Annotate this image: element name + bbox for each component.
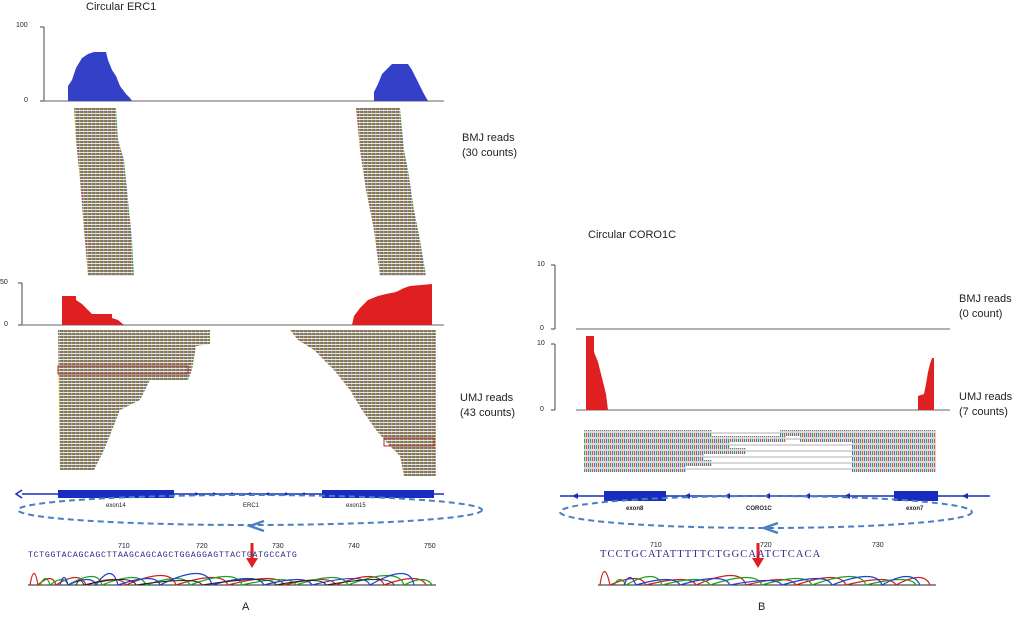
exon-right-label-b: exon7 [906,506,924,512]
panel-b-letter: B [758,601,766,613]
gene-label-a: ERC1 [243,503,260,509]
exon14-block [58,490,174,498]
umj-coverage-track-b [551,336,950,411]
gene-label-b: CORO1C [746,506,772,512]
seq-tick-b-730: 730 [872,542,884,549]
bmj-coverage-track-b [551,264,950,330]
loop-arrow-b [760,521,779,535]
bmj-label-b: BMJ reads (0 count) [959,292,1012,322]
umj-label-b-line1: UMJ reads [959,391,1013,403]
bmj-label-b-line2: (0 count) [959,308,1003,320]
panel-a-letter: A [242,601,250,613]
bmj-coverage-peak-right [374,64,428,101]
seq-tick-a-740: 740 [348,543,360,550]
umj-coverage-peak-right [352,284,432,325]
trace-green-b [613,575,917,586]
seq-tick-b-710: 710 [650,542,662,549]
seq-tick-a-750: 750 [424,543,436,550]
umj-highlight-read-right [383,437,435,447]
chromatogram-b [598,543,936,586]
seq-tick-a-710: 710 [118,543,130,550]
sequence-a: TCTGGTACAGCAGCTTAAGCAGCAGCTGGAGGAGTTACTG… [28,551,298,560]
gene-model-b [559,491,990,535]
bmj-coverage-track-a [40,26,444,102]
umj-read-stack-left [58,330,210,470]
trace-red-a [29,572,427,587]
umj-reads-a [57,330,436,476]
trace-blue-a [59,572,415,587]
umj-read-stack-right [290,330,436,476]
umj-coverage-peak-left-b [586,336,608,410]
exon15-block [322,490,434,498]
junction-arrow-b [752,558,764,568]
umj-axis-min-a: 0 [4,321,8,328]
chromatogram-a [28,543,436,587]
seq-tick-a-730: 730 [272,543,284,550]
exon-left-label-b: exon8 [626,506,644,512]
umj-coverage-peak-left [62,296,124,325]
bmj-axis-max-a: 100 [16,22,28,29]
bmj-axis-min-b: 0 [540,325,544,332]
bmj-label-a-line1: BMJ reads [462,132,515,144]
sequence-b: TCCTGCATATTTTTCTGGCAATCTCACA [600,549,822,560]
circularization-loop-a [17,494,483,526]
umj-label-a-line2: (43 counts) [460,407,516,419]
umj-label-b-line2: (7 counts) [959,406,1008,418]
gene-model-a [14,489,483,533]
exon7-block [894,491,938,501]
umj-read-block-left-b [584,430,676,472]
bmj-coverage-peak-left [68,52,132,101]
umj-axis-max-a: 50 [0,279,8,286]
seq-tick-b-720: 720 [760,542,772,549]
exon-right-label-a: exon15 [346,503,366,509]
bmj-read-stack-left [74,108,134,276]
umj-axis-max-b: 10 [537,340,545,347]
bmj-label-b-line1: BMJ reads [959,293,1012,305]
trace-blue-b [623,575,921,586]
umj-reads-b [584,430,936,472]
umj-coverage-peak-right-b [918,358,934,410]
exon8-block [604,491,666,501]
trace-green-a [39,575,433,587]
exon-left-label-a: exon14 [106,503,126,509]
circularization-loop-b [559,495,973,529]
bmj-label-a-line2: (30 counts) [462,147,518,159]
bmj-reads-a [74,108,426,276]
panel-b-title: Circular CORO1C [588,229,677,241]
junction-arrow-a [246,558,258,568]
bmj-read-stack-right [356,108,426,276]
bmj-label-a: BMJ reads (30 counts) [462,131,517,161]
seq-tick-a-720: 720 [196,543,208,550]
trace-black-a [75,579,395,586]
umj-axis-min-b: 0 [540,406,544,413]
umj-label-a: UMJ reads (43 counts) [460,391,515,421]
bmj-axis-min-a: 0 [24,97,28,104]
panel-a-title: Circular ERC1 [86,1,157,13]
umj-highlight-read-left [57,365,189,375]
umj-label-a-line1: UMJ reads [460,392,514,404]
umj-read-block-right-b [852,430,936,472]
umj-coverage-track-a [18,282,444,326]
loop-arrow-a [246,519,265,533]
bmj-axis-max-b: 10 [537,261,545,268]
umj-label-b: UMJ reads (7 counts) [959,390,1012,420]
